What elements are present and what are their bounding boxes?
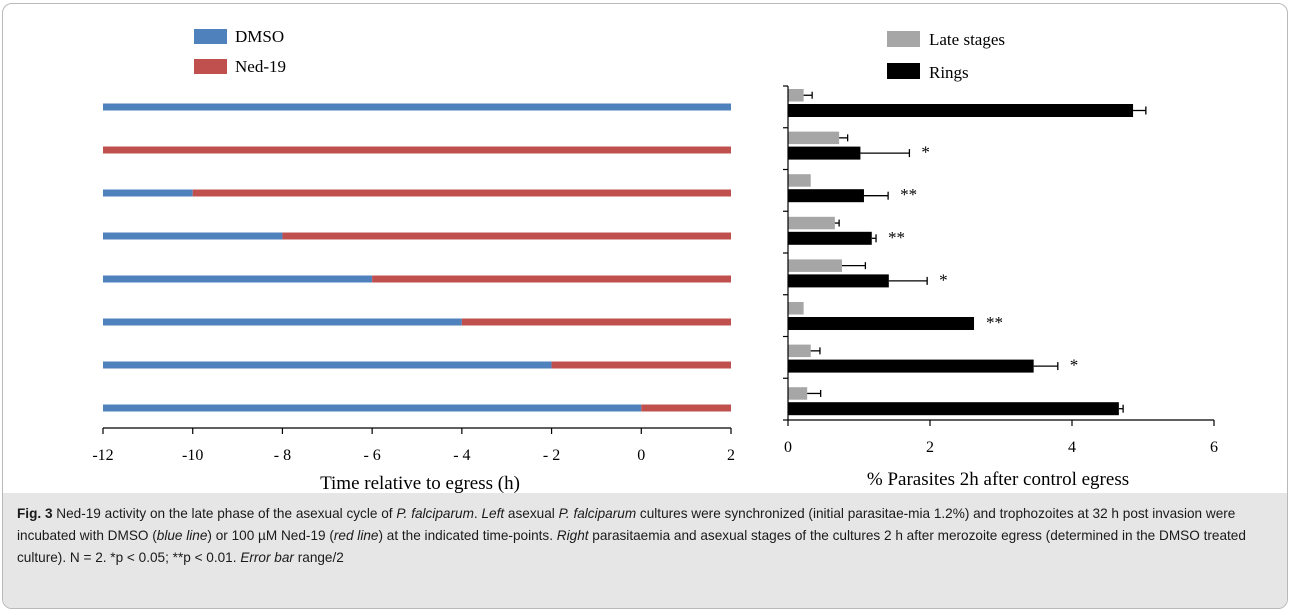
bar-late-stages (788, 259, 842, 272)
timeline-segment-dmso (103, 103, 731, 111)
caption-error-bar: Error bar (240, 550, 294, 565)
significance-marker: ** (986, 313, 1003, 332)
bar-late-stages (788, 216, 835, 230)
bar-rings (788, 104, 1134, 117)
caption-text: parasitaemia and asexual stages of the c… (17, 528, 1246, 565)
bar-late-stages (788, 89, 804, 102)
significance-marker: ** (888, 228, 905, 247)
x-tick-label: -12 (92, 447, 113, 464)
timeline-segment-ned19 (372, 275, 731, 283)
timeline-segment-ned19 (641, 404, 731, 412)
bar-rings (788, 402, 1119, 416)
caption-left-label: Left (481, 506, 505, 521)
legend-label: Ned-19 (235, 57, 286, 76)
timeline-segment-dmso (103, 404, 642, 412)
caption-background (3, 493, 1287, 608)
x-tick-label: 0 (637, 447, 645, 464)
caption-text: asexual (504, 506, 559, 521)
bar-rings (788, 189, 864, 203)
timeline-segment-ned19 (192, 189, 731, 197)
bar-rings (788, 317, 975, 330)
legend-label: Rings (929, 63, 969, 82)
caption-species: P. falciparum (558, 506, 637, 521)
bar-rings (788, 231, 872, 245)
significance-marker: * (939, 270, 948, 289)
caption-text: . (473, 506, 482, 521)
bar-late-stages (788, 302, 804, 315)
bar-rings (788, 146, 861, 160)
significance-marker: * (921, 143, 930, 162)
legend-swatch-ned19 (194, 59, 227, 74)
caption-blue-line: blue line (156, 528, 208, 543)
x-tick-label: 2 (926, 439, 934, 456)
significance-marker: ** (900, 185, 917, 204)
caption-red-line: red line (333, 528, 379, 543)
caption-text: cultures were synchronized (initial para… (17, 506, 1236, 543)
timeline-segment-dmso (103, 275, 373, 283)
x-tick-label: 4 (1068, 439, 1076, 456)
caption-text: ) at the indicated time-points. (378, 528, 557, 543)
x-tick-label: -10 (182, 447, 203, 464)
figure-caption: Fig. 3 Ned-19 activity on the late phase… (17, 503, 1279, 569)
x-tick-label: - 6 (363, 447, 380, 464)
timeline-segment-dmso (103, 232, 283, 240)
significance-marker: * (1070, 356, 1079, 375)
legend-swatch-rings (887, 63, 920, 79)
legend-swatch-late-stages (887, 31, 920, 47)
legend-label: DMSO (235, 27, 284, 46)
caption-right-label: Right (556, 528, 589, 543)
bar-late-stages (788, 131, 840, 145)
timeline-segment-ned19 (461, 318, 731, 326)
legend-swatch-dmso (194, 29, 227, 44)
x-axis-title: Time relative to egress (h) (320, 473, 520, 494)
timeline-chart: DMSO Ned-19 -12 -10 - 8 - 6 - 4 - 2 0 2 Time relat… (92, 27, 735, 494)
timeline-segment-dmso (103, 318, 462, 326)
bar-late-stages (788, 344, 811, 358)
caption-text: Ned-19 activity on the late phase of the… (52, 506, 397, 521)
x-tick-label: - 8 (274, 447, 291, 464)
timeline-segment-ned19 (282, 232, 731, 240)
timeline-segment-ned19 (103, 146, 731, 154)
x-axis-title: % Parasites 2h after control egress (867, 469, 1129, 490)
caption-species: P. falciparum (396, 506, 474, 521)
caption-figure-label: Fig. 3 (17, 506, 53, 521)
timeline-segment-ned19 (551, 361, 731, 369)
bar-rings (788, 359, 1034, 373)
caption-text: range/2 (293, 550, 344, 565)
x-tick-label: 2 (727, 447, 735, 464)
bar-late-stages (788, 387, 808, 400)
caption-text: ) or 100 µM Ned-19 ( (207, 528, 334, 543)
x-tick-label: 0 (784, 439, 792, 456)
figure-charts: DMSO Ned-19 -12 -10 - 8 - 6 - 4 - 2 0 2 Time relat… (92, 27, 1218, 494)
x-tick-label: - 2 (543, 447, 560, 464)
bar-rings (788, 274, 889, 288)
timeline-segment-dmso (103, 189, 193, 197)
legend-label: Late stages (929, 30, 1005, 49)
timeline-segment-dmso (103, 361, 552, 369)
bar-late-stages (788, 174, 811, 187)
x-tick-label: - 4 (453, 447, 470, 464)
x-tick-label: 6 (1210, 439, 1218, 456)
